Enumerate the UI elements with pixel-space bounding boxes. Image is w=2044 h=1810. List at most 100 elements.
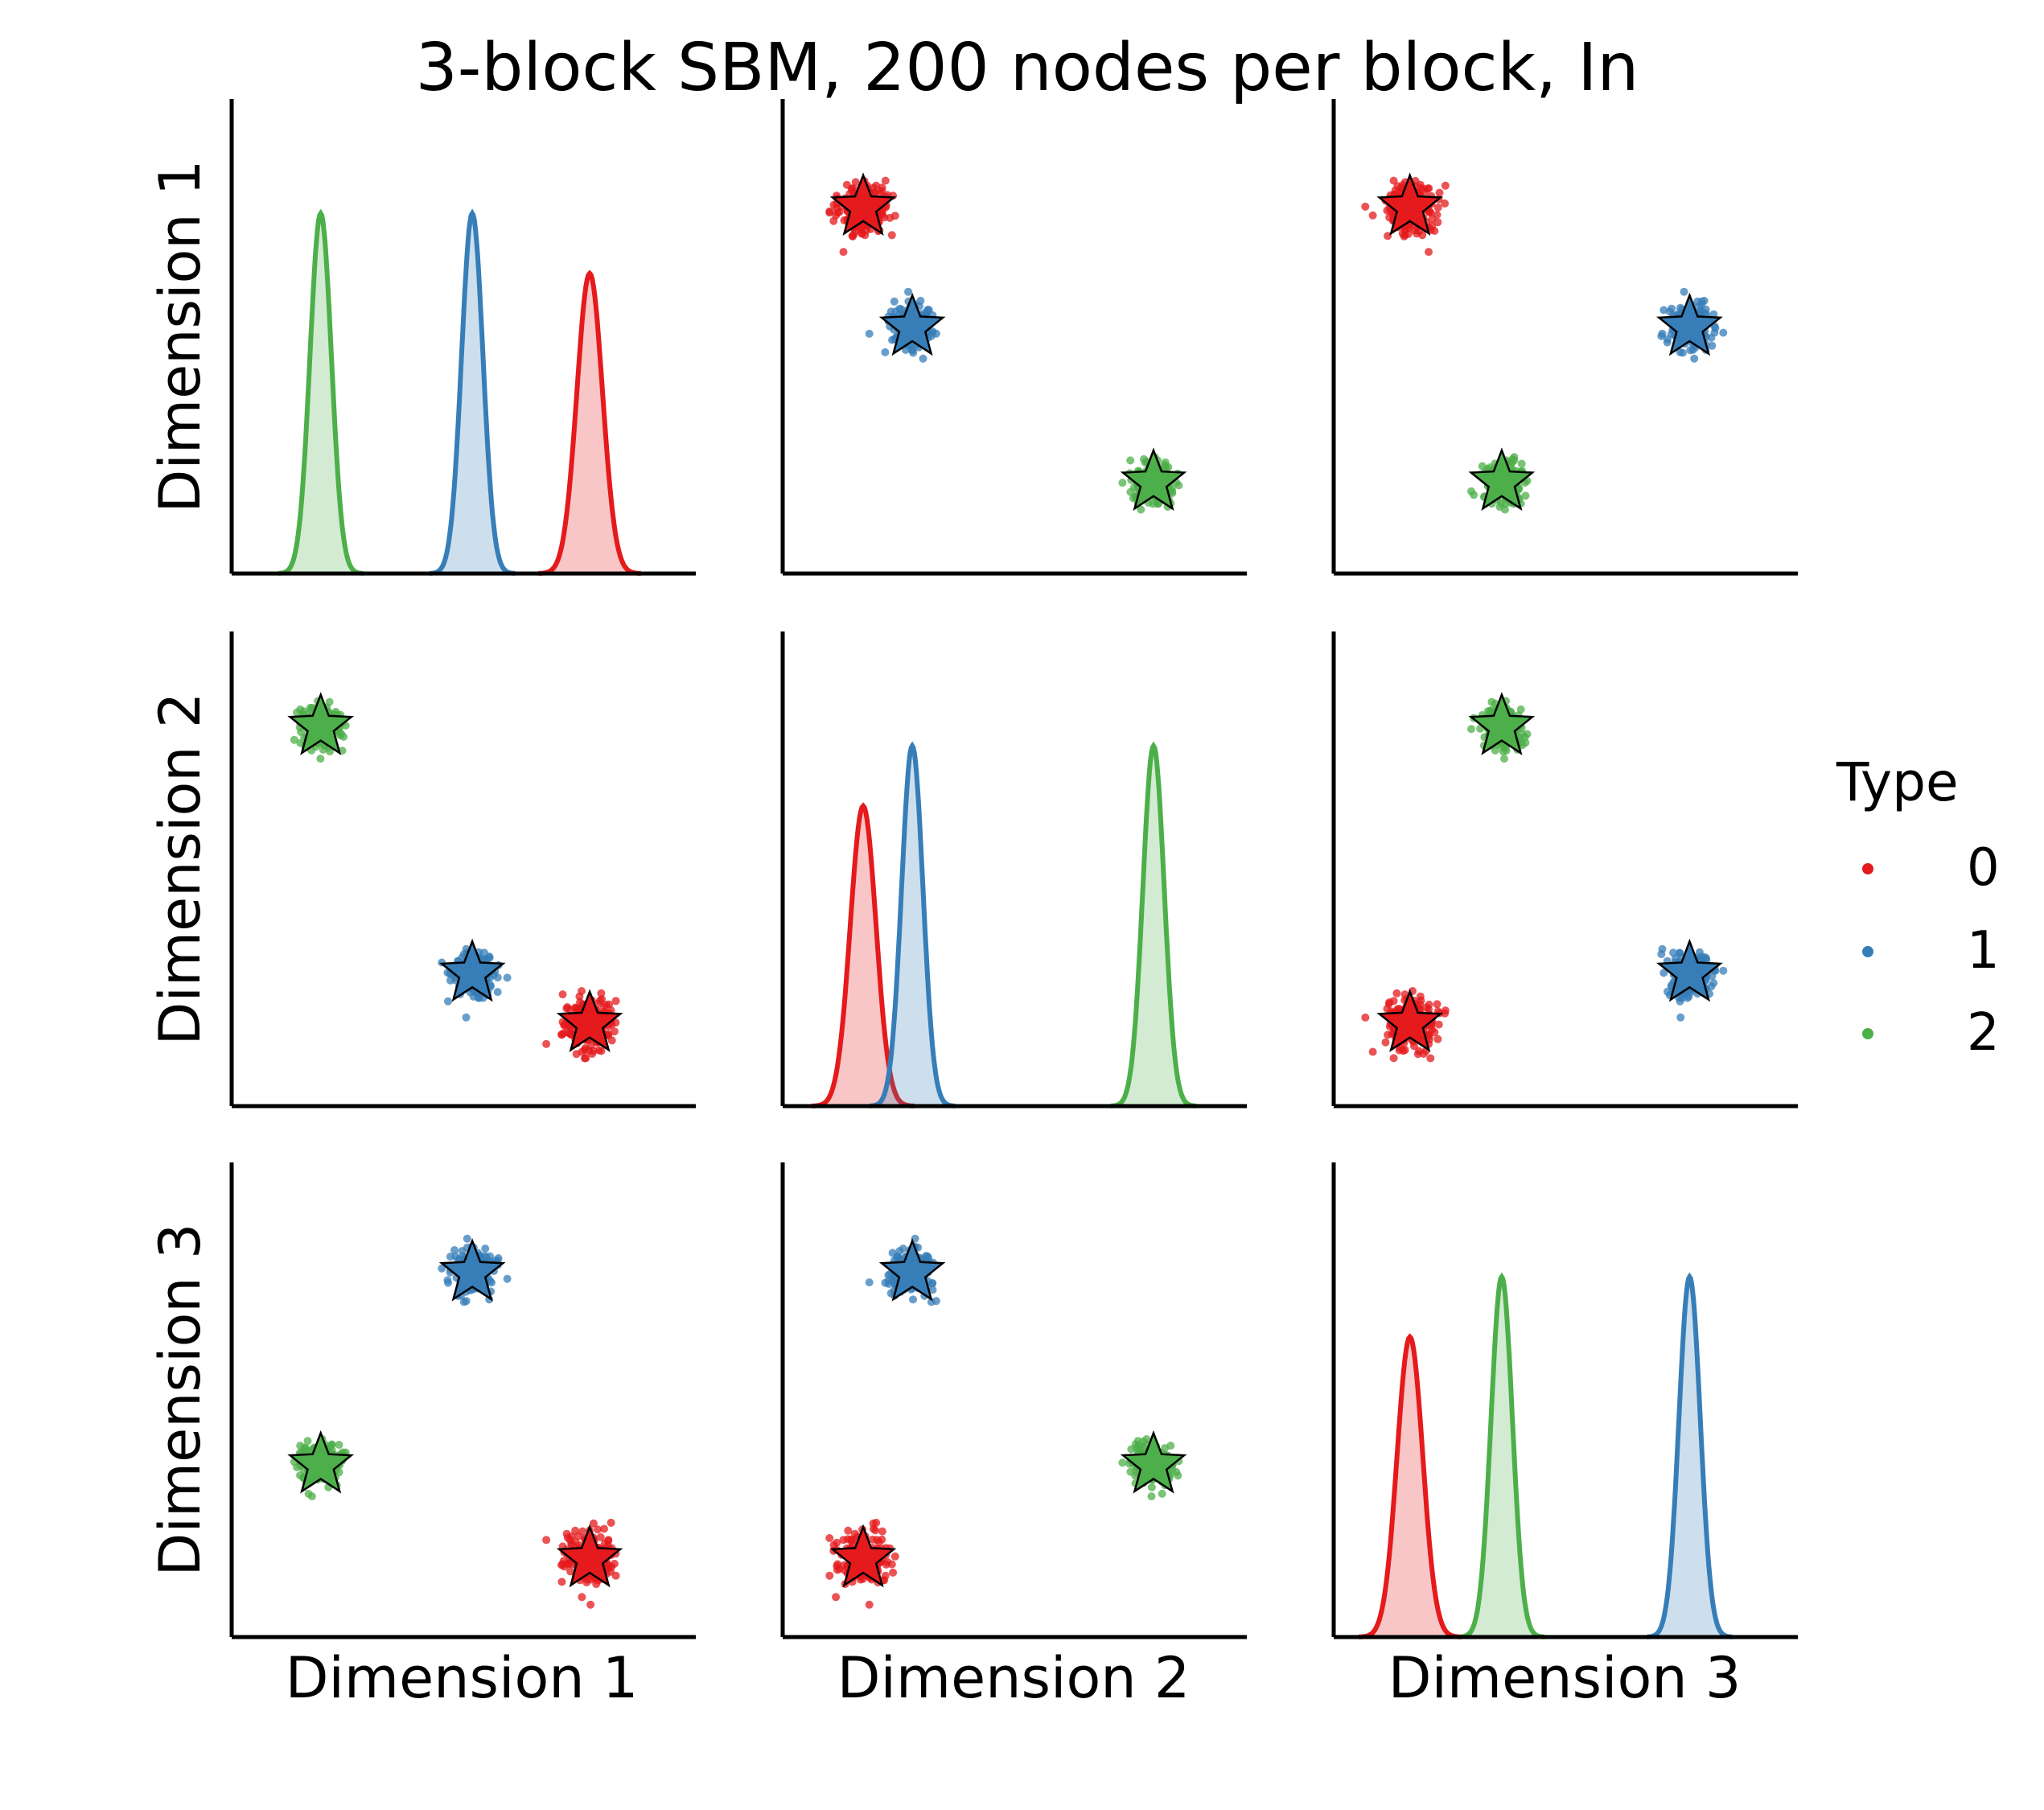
panel-r2-c3 (1331, 631, 1798, 1109)
point-type-0 (1433, 1000, 1441, 1009)
point-type-0 (1433, 204, 1442, 212)
point-type-2 (335, 1468, 343, 1477)
point-type-0 (872, 181, 881, 190)
point-type-1 (1697, 297, 1706, 306)
point-type-0 (1361, 1013, 1370, 1022)
point-type-1 (1708, 341, 1717, 350)
point-type-1 (1657, 331, 1666, 340)
point-type-1 (463, 1234, 471, 1243)
point-type-1 (485, 953, 494, 962)
point-type-1 (444, 997, 452, 1006)
point-type-0 (604, 1536, 613, 1545)
point-type-0 (1417, 996, 1425, 1005)
kde-fill-type-1 (870, 746, 956, 1106)
point-type-1 (1659, 969, 1668, 977)
legend-marker-1 (1862, 946, 1873, 957)
point-type-0 (607, 1518, 615, 1527)
point-type-0 (562, 1529, 571, 1538)
point-type-2 (1521, 492, 1530, 500)
point-type-0 (875, 188, 884, 197)
legend-marker-0 (1862, 863, 1873, 874)
point-type-0 (542, 1039, 551, 1048)
centroid-star-type-1 (878, 292, 946, 356)
point-type-1 (1659, 306, 1668, 315)
point-type-1 (865, 1278, 874, 1287)
point-type-0 (567, 1540, 576, 1549)
point-type-0 (881, 176, 890, 185)
point-type-0 (578, 1593, 586, 1602)
point-type-1 (1686, 346, 1695, 355)
panel-r1-c1 (229, 99, 696, 576)
point-type-1 (493, 988, 502, 997)
point-type-1 (1697, 955, 1705, 963)
point-type-2 (1126, 1467, 1135, 1476)
point-type-0 (588, 1050, 597, 1058)
chart-title: 3-block SBM, 200 nodes per block, In (416, 30, 1639, 106)
point-type-1 (1677, 993, 1686, 1002)
point-type-1 (1719, 966, 1728, 975)
centroid-star-type-2 (1120, 447, 1187, 512)
xlabel-dimension-3: Dimension 3 (1388, 1645, 1742, 1711)
point-type-2 (327, 1440, 336, 1449)
point-type-0 (594, 1525, 602, 1534)
point-type-2 (1518, 730, 1527, 738)
centroid-star-type-0 (556, 989, 623, 1052)
point-type-2 (1517, 459, 1526, 468)
point-type-1 (928, 1279, 937, 1288)
point-type-1 (1663, 338, 1672, 347)
point-type-1 (503, 973, 512, 982)
point-type-1 (458, 1247, 467, 1256)
point-type-2 (293, 708, 302, 717)
point-type-0 (829, 200, 838, 209)
point-type-0 (562, 1028, 571, 1037)
point-type-0 (610, 1027, 619, 1036)
ylabel-dimension-2: Dimension 2 (147, 693, 213, 1046)
point-type-1 (919, 354, 927, 363)
point-type-0 (1426, 208, 1435, 217)
point-type-2 (1137, 505, 1145, 514)
point-type-2 (335, 731, 344, 740)
point-type-1 (486, 1277, 495, 1286)
point-type-1 (1719, 328, 1728, 337)
kde-fill-type-1 (430, 213, 516, 574)
point-type-1 (904, 287, 912, 296)
point-type-0 (1400, 1046, 1409, 1055)
point-type-0 (1418, 231, 1427, 240)
point-type-2 (1174, 481, 1183, 490)
point-type-0 (557, 1561, 565, 1569)
point-type-0 (558, 1018, 567, 1026)
point-type-1 (481, 1244, 490, 1253)
point-type-0 (1368, 1047, 1377, 1056)
point-type-2 (1174, 1471, 1182, 1480)
centroid-star-type-1 (878, 1238, 946, 1302)
point-type-0 (1392, 989, 1401, 998)
point-type-0 (861, 231, 870, 240)
centroid-star-type-0 (1376, 172, 1444, 237)
point-type-1 (1680, 287, 1688, 296)
point-type-1 (459, 1298, 468, 1306)
point-type-1 (486, 1252, 495, 1261)
point-type-1 (884, 1271, 893, 1280)
xlabel-dimension-1: Dimension 1 (286, 1645, 639, 1711)
centroid-star-type-2 (287, 1429, 355, 1494)
point-type-0 (596, 1532, 605, 1541)
point-type-2 (1495, 503, 1504, 511)
kde-line-type-2 (278, 208, 364, 576)
point-type-0 (1400, 990, 1409, 999)
point-type-0 (558, 990, 567, 999)
point-type-0 (1395, 1005, 1404, 1013)
point-type-0 (1368, 211, 1377, 220)
point-type-0 (833, 1565, 841, 1574)
point-type-0 (611, 997, 620, 1006)
point-type-0 (1433, 1035, 1442, 1043)
point-type-0 (1430, 1028, 1439, 1037)
point-type-0 (1430, 227, 1439, 235)
point-type-2 (1126, 456, 1135, 465)
point-type-1 (1678, 348, 1687, 357)
point-type-0 (1381, 1038, 1390, 1047)
point-type-2 (316, 755, 325, 763)
kde-line-type-1 (1647, 1272, 1733, 1639)
point-type-0 (851, 178, 860, 187)
point-type-0 (600, 1002, 608, 1011)
